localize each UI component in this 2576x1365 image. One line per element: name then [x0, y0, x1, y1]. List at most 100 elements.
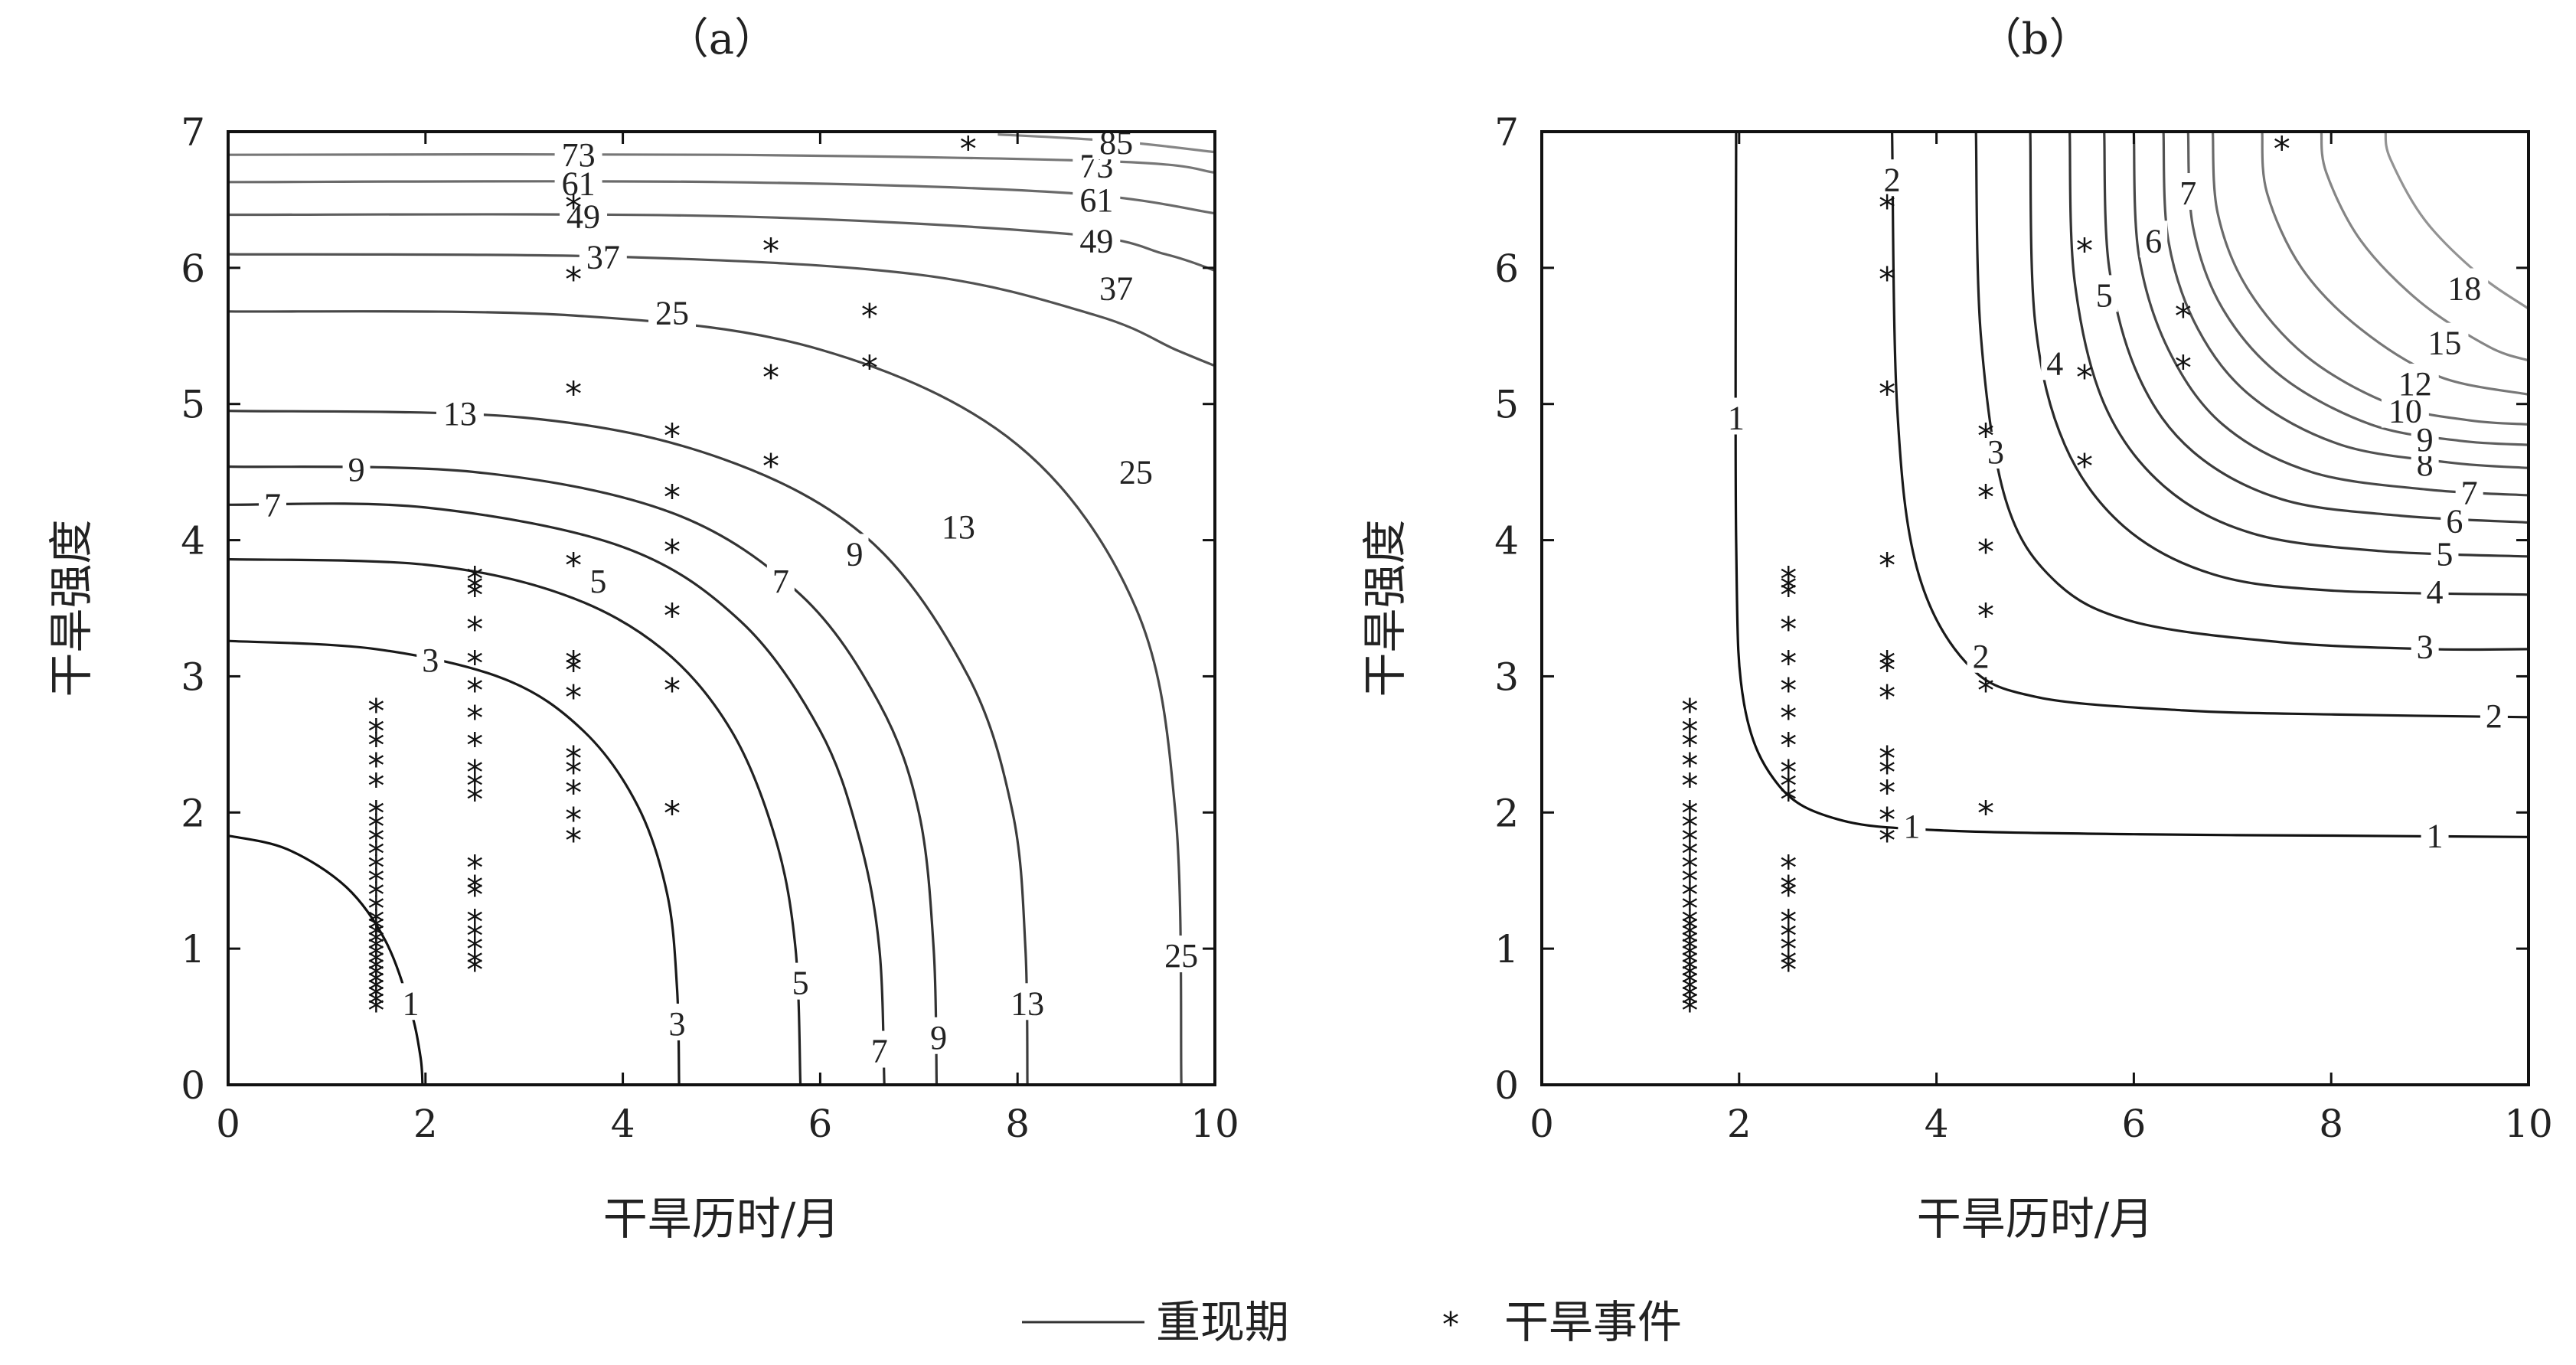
contour-label: 13: [1010, 985, 1044, 1022]
drought-event-point: *: [466, 570, 483, 609]
contour-label: 6: [2446, 503, 2463, 540]
drought-event-point: *: [1681, 726, 1698, 765]
drought-event-point: *: [1681, 923, 1698, 962]
contour-label-bg: [436, 393, 484, 431]
drought-event-point: *: [2175, 349, 2192, 388]
drought-event-point: *: [1780, 576, 1797, 616]
contour-10: [2211, 132, 2529, 426]
drought-event-point: *: [1681, 978, 1698, 1017]
y-tick-label: 5: [1494, 383, 1519, 427]
contour-61: [228, 180, 1215, 215]
drought-event-point: *: [1681, 972, 1698, 1011]
contour-label: 6: [2145, 222, 2162, 260]
contour-label: 61: [1079, 181, 1113, 219]
contour-label-bg: [584, 560, 612, 598]
drought-event-point: *: [1879, 774, 1895, 813]
contour-label-bg: [2431, 534, 2459, 571]
y-tick-label: 4: [181, 519, 205, 563]
contour-label-bg: [2041, 343, 2069, 380]
drought-event-point: *: [1780, 916, 1797, 955]
drought-event-point: *: [1681, 821, 1698, 860]
contour-label-bg: [2391, 364, 2439, 401]
contour-label: 2: [2486, 697, 2503, 735]
drought-event-point: *: [565, 651, 582, 691]
contour-label: 1: [402, 985, 419, 1022]
drought-event-point: *: [565, 801, 582, 840]
drought-event-point: *: [1681, 965, 1698, 1004]
y-axis-label: 干旱强度: [1359, 519, 1411, 697]
drought-event-point: *: [565, 645, 582, 684]
contour-label: 7: [2461, 474, 2478, 511]
drought-event-point: *: [664, 417, 681, 456]
contour-label: 7: [264, 486, 281, 524]
contour-lines: [228, 133, 1215, 1085]
drought-event-point: *: [367, 808, 384, 847]
drought-event-point: *: [466, 944, 483, 983]
drought-event-point: *: [861, 297, 878, 336]
contour-label: 3: [668, 1005, 685, 1043]
drought-event-point: *: [466, 781, 483, 820]
drought-event-point: *: [367, 726, 384, 765]
contour-label: 2: [1884, 161, 1901, 198]
drought-event-point: *: [1977, 478, 1994, 518]
x-tick-label: 10: [1190, 1102, 1239, 1146]
drought-event-point: *: [466, 767, 483, 806]
contour-label-bg: [841, 534, 869, 571]
drought-event-point: *: [1681, 903, 1698, 942]
y-tick-label: 0: [181, 1063, 205, 1108]
contour-label: 3: [422, 642, 439, 679]
drought-event-point: *: [1681, 862, 1698, 901]
contour-label-bg: [766, 560, 795, 598]
drought-event-point: *: [565, 753, 582, 792]
drought-event-point: *: [1879, 547, 1895, 586]
drought-event-point: *: [1681, 767, 1698, 806]
contour-label-bg: [1092, 122, 1141, 160]
legend-marker-swatch: *: [1442, 1305, 1459, 1344]
contour-label-bg: [786, 962, 815, 1000]
drought-event-point: *: [1977, 671, 1994, 710]
contour-label-bg: [342, 449, 371, 487]
contour-7: [2132, 132, 2529, 497]
y-tick-label: 2: [1494, 791, 1519, 835]
drought-event-point: *: [762, 232, 779, 271]
drought-event-point: *: [1780, 848, 1797, 887]
drought-event-point: *: [1780, 903, 1797, 942]
drought-events: ****************************************…: [367, 129, 976, 1030]
drought-event-point: *: [1780, 781, 1797, 820]
drought-event-point: *: [367, 930, 384, 969]
contour-label-bg: [1878, 159, 1906, 197]
contour-label-bg: [1073, 220, 1121, 258]
contour-label: 1: [1728, 400, 1745, 437]
drought-event-point: *: [367, 972, 384, 1011]
drought-event-point: *: [565, 374, 582, 413]
drought-event-point: *: [960, 129, 977, 168]
drought-event-point: *: [664, 478, 681, 518]
x-tick-label: 0: [216, 1102, 240, 1146]
panel-b: （b）11 122233445566778910121518***********…: [1359, 15, 2553, 1245]
drought-event-point: *: [1780, 930, 1797, 969]
y-tick-label: 7: [181, 110, 205, 155]
contour-7: [228, 502, 886, 1085]
drought-event-point: *: [2076, 232, 2093, 271]
contour-label: 3: [2417, 628, 2434, 665]
drought-event-point: *: [565, 188, 582, 227]
drought-event-point: *: [1879, 260, 1895, 299]
drought-event-point: *: [2076, 358, 2093, 397]
contour-label-bg: [2441, 268, 2489, 305]
drought-event-point: *: [1780, 944, 1797, 983]
contour-label-bg: [416, 640, 445, 678]
contour-label-bg: [648, 292, 697, 330]
drought-event-point: *: [762, 358, 779, 397]
drought-event-point: *: [367, 909, 384, 949]
contour-label: 7: [871, 1033, 888, 1070]
y-tick-label: 4: [1494, 519, 1519, 563]
plot-frame: [1540, 130, 2530, 1086]
drought-event-point: *: [466, 726, 483, 765]
contour-label-bg: [1004, 983, 1052, 1020]
drought-event-point: *: [466, 645, 483, 684]
drought-event-point: *: [367, 944, 384, 983]
contour-label: 4: [2046, 345, 2063, 382]
drought-event-point: *: [1780, 876, 1797, 915]
contour-label-bg: [865, 1030, 893, 1068]
